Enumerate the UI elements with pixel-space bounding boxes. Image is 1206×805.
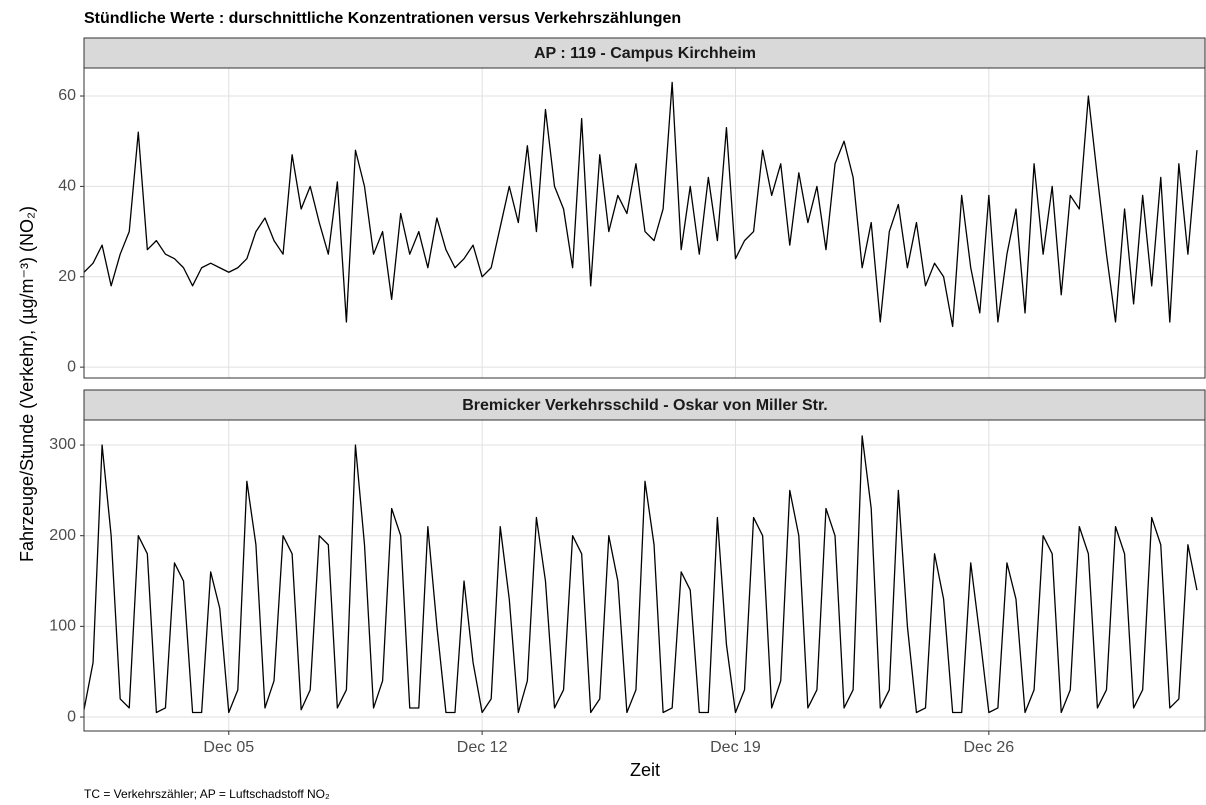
y-tick-label: 0 — [67, 358, 76, 375]
x-tick-label: Dec 19 — [710, 739, 761, 756]
strip-title: AP : 119 - Campus Kirchheim — [534, 45, 756, 62]
y-tick-label: 300 — [49, 436, 76, 453]
x-axis-label: Zeit — [630, 760, 660, 780]
y-tick-label: 100 — [49, 618, 76, 635]
line — [84, 81, 1198, 328]
y-axis-label: Fahrzeuge/Stunde (Verkehr), (µg/m⁻³) (NO… — [17, 206, 37, 562]
strip-title: Bremicker Verkehrsschild - Oskar von Mil… — [462, 397, 828, 414]
line — [84, 435, 1198, 714]
x-tick-label: Dec 12 — [457, 739, 508, 756]
strip — [83, 37, 1206, 69]
x-tick-label: Dec 26 — [963, 739, 1014, 756]
y-tick-label: 40 — [58, 178, 76, 195]
x-tick-label: Dec 05 — [203, 739, 254, 756]
panel-border — [83, 67, 1206, 379]
chart-title: Stündliche Werte : durschnittliche Konze… — [84, 10, 681, 27]
y-tick-label: 60 — [58, 87, 76, 104]
y-tick-label: 200 — [49, 527, 76, 544]
panel-border — [83, 419, 1206, 732]
caption: TC = Verkehrszähler; AP = Luftschadstoff… — [84, 787, 330, 801]
y-tick-label: 0 — [67, 708, 76, 725]
y-tick-label: 20 — [58, 268, 76, 285]
